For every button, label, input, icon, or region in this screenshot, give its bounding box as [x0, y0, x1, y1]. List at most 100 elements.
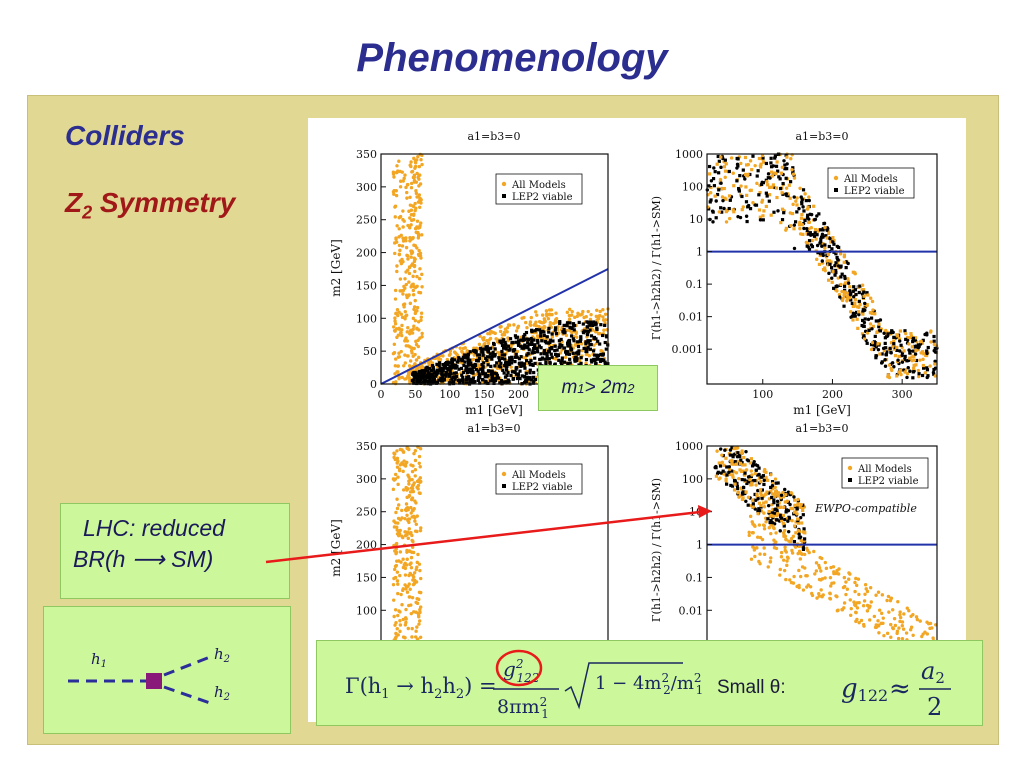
scatter-point-all-models [403, 361, 408, 365]
scatter-point-lep2-viable [513, 355, 517, 359]
scatter-point-all-models [393, 322, 398, 326]
scatter-point-ewpo [756, 488, 760, 493]
scatter-point-ratio [925, 349, 929, 353]
scatter-point-ewpo-orange [902, 612, 906, 616]
scatter-point-ratio [720, 210, 724, 214]
scatter-point-ratio [825, 236, 829, 240]
scatter-point-lep2-viable [503, 357, 507, 361]
scatter-point-ratio [806, 213, 810, 217]
scatter-point-lep2-viable [566, 344, 570, 348]
scatter-point-lep2-viable [513, 359, 517, 364]
scatter-point-lep2-viable [467, 377, 471, 381]
scatter-point-ratio [732, 210, 736, 214]
scatter-point-ratio [932, 339, 936, 343]
scatter-point-all-models [395, 335, 399, 340]
scatter-point-ratio [909, 334, 914, 338]
scatter-point-ewpo [778, 529, 782, 533]
scatter-point-lep2-viable [454, 374, 459, 379]
scatter-point-ratio [719, 181, 723, 185]
scatter-point-ratio [882, 331, 886, 335]
scatter-point-all-models [544, 309, 549, 313]
scatter-point-ewpo [763, 493, 767, 497]
scatter-point-ewpo-orange [856, 577, 861, 581]
scatter-point-lep2-viable [596, 357, 601, 361]
scatter-point-ratio [769, 156, 773, 160]
scatter-point-ewpo [772, 501, 776, 505]
scatter-point-all-models [393, 204, 398, 208]
scatter-point-lep2-viable [447, 368, 451, 372]
scatter-point-ratio [807, 220, 812, 225]
scatter-point-ewpo [751, 502, 755, 506]
scatter-point-lep2-viable [439, 378, 443, 383]
scatter-point-ratio [776, 209, 780, 213]
scatter-point-ewpo [790, 518, 794, 523]
scatter-point-ewpo-orange [798, 557, 803, 561]
scatter-point-all-models [514, 329, 519, 333]
scatter-point-all-models [414, 629, 418, 633]
scatter-point-ratio [922, 366, 926, 370]
scatter-point-ratio [807, 232, 811, 236]
scatter-point-lep2-viable [468, 367, 472, 371]
scatter-point-lep2-viable [524, 359, 529, 363]
scatter-point-lep2-viable [467, 370, 471, 374]
scatter-point-ratio [711, 177, 716, 181]
scatter-point-ratio [764, 191, 768, 195]
y-tick-label: 100 [682, 181, 703, 194]
scatter-point-ratio [755, 181, 759, 186]
scatter-point-all-models [413, 269, 417, 274]
scatter-point-lep2-viable [539, 331, 543, 335]
scatter-point-lep2-viable [506, 370, 510, 375]
scatter-point-ewpo-orange [931, 636, 935, 640]
scatter-point-all-models [578, 313, 582, 317]
scatter-point-all-models [393, 319, 397, 323]
scatter-point-ratio [932, 372, 936, 376]
scatter-point-ewpo [801, 547, 806, 551]
scatter-point-lep2-viable [592, 320, 596, 324]
scatter-point-all-models [407, 493, 412, 498]
scatter-point-ewpo-orange [828, 591, 832, 596]
scatter-point-ratio [827, 259, 831, 263]
scatter-point-all-models [413, 635, 418, 639]
scatter-point-ewpo-orange [791, 581, 796, 585]
scatter-point-lep2-viable [574, 358, 579, 363]
scatter-point-ewpo [796, 519, 800, 523]
scatter-point-lep2-viable [518, 362, 522, 366]
scatter-point-ratio [898, 339, 902, 343]
scatter-point-lep2-viable [562, 331, 566, 335]
scatter-point-ratio [820, 259, 824, 263]
scatter-point-lep2-viable [451, 375, 455, 380]
scatter-point-all-models [418, 610, 422, 615]
scatter-point-ewpo-orange [890, 608, 895, 612]
scatter-point-all-models [545, 314, 549, 318]
scatter-point-all-models [415, 309, 419, 313]
scatter-point-ratio [907, 342, 911, 346]
scatter-point-ratio [799, 216, 804, 220]
scatter-point-lep2-viable [489, 346, 493, 350]
scatter-point-all-models [403, 237, 407, 242]
scatter-point-ewpo [742, 490, 746, 494]
scatter-point-all-models [402, 543, 407, 548]
scatter-point-lep2-viable [500, 349, 504, 354]
scatter-point-all-models [393, 297, 398, 301]
scatter-point-all-models [411, 274, 415, 279]
scatter-point-all-models [405, 182, 410, 187]
scatter-point-ewpo-orange [796, 551, 800, 556]
legend-lep2-viable: LEP2 viable [512, 482, 573, 493]
scatter-point-ewpo [784, 493, 788, 497]
x-tick-label: 100 [752, 388, 773, 401]
y-tick-label: 350 [356, 148, 377, 161]
scatter-point-lep2-viable [468, 379, 472, 383]
scatter-point-ratio [784, 176, 788, 180]
scatter-point-ratio [812, 234, 817, 238]
scatter-point-ratio [892, 339, 896, 343]
scatter-point-lep2-viable [553, 328, 557, 332]
scatter-point-lep2-viable [546, 341, 551, 345]
scatter-point-ratio [870, 340, 875, 345]
scatter-point-lep2-viable [526, 346, 530, 350]
legend-box [495, 463, 583, 495]
scatter-point-lep2-viable [493, 352, 497, 357]
scatter-point-lep2-viable [521, 363, 526, 367]
scatter-point-ewpo [723, 448, 727, 452]
scatter-point-ratio [803, 218, 807, 223]
scatter-point-ratio [918, 340, 923, 344]
